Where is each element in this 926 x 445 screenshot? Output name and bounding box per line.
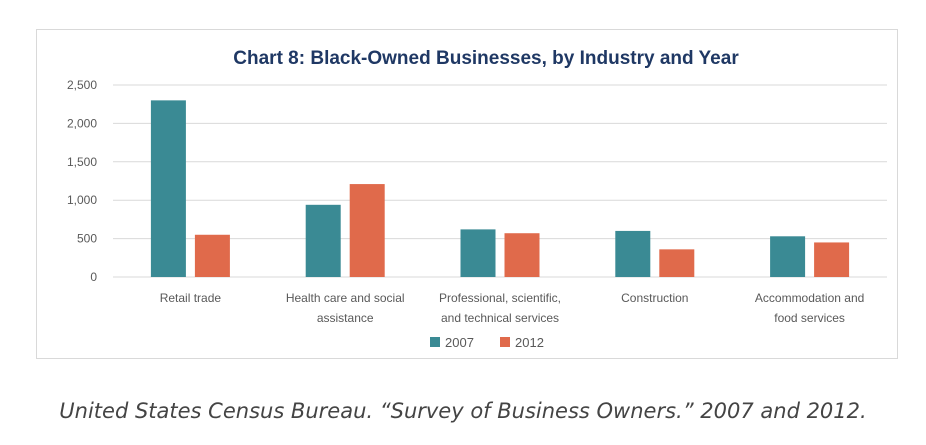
y-axis-ticks: 0 500 1,000 1,500 2,000 2,500 [67, 78, 97, 284]
y-tick-label: 2,500 [67, 78, 97, 92]
x-category-label: Construction [621, 291, 688, 305]
bar-2012 [504, 233, 540, 277]
bar-2012 [349, 184, 385, 277]
bar-2007 [460, 229, 496, 277]
legend-label: 2012 [515, 335, 544, 350]
y-tick-label: 1,000 [67, 193, 97, 207]
x-category-label: assistance [317, 311, 374, 325]
bar-2012 [659, 249, 695, 277]
y-tick-label: 0 [90, 270, 97, 284]
bar-chart: Chart 8: Black-Owned Businesses, by Indu… [67, 48, 887, 350]
bar-2007 [305, 204, 341, 277]
chart-title: Chart 8: Black-Owned Businesses, by Indu… [233, 48, 739, 69]
bar-2012 [194, 234, 230, 277]
bar-2007 [770, 236, 806, 277]
legend-swatch-2012 [500, 337, 510, 347]
x-category-label: Retail trade [160, 291, 222, 305]
x-category-label: Accommodation and [755, 291, 864, 305]
source-caption: United States Census Bureau. “Survey of … [59, 399, 867, 423]
x-category-label: and technical services [441, 311, 559, 325]
legend-swatch-2007 [430, 337, 440, 347]
x-category-label: Health care and social [286, 291, 405, 305]
bar-2007 [150, 100, 186, 277]
bar-2007 [615, 230, 651, 277]
y-tick-label: 500 [77, 232, 97, 246]
bar-2012 [814, 242, 850, 277]
x-category-label: food services [774, 311, 845, 325]
y-tick-label: 1,500 [67, 155, 97, 169]
chart-frame: Chart 8: Black-Owned Businesses, by Indu… [36, 29, 898, 359]
x-axis-categories: Retail trade Health care and social assist… [160, 291, 865, 325]
y-tick-label: 2,000 [67, 116, 97, 130]
bars [150, 100, 850, 277]
legend: 2007 2012 [430, 335, 544, 350]
gridlines [113, 84, 887, 278]
x-category-label: Professional, scientific, [439, 291, 561, 305]
legend-label: 2007 [445, 335, 474, 350]
